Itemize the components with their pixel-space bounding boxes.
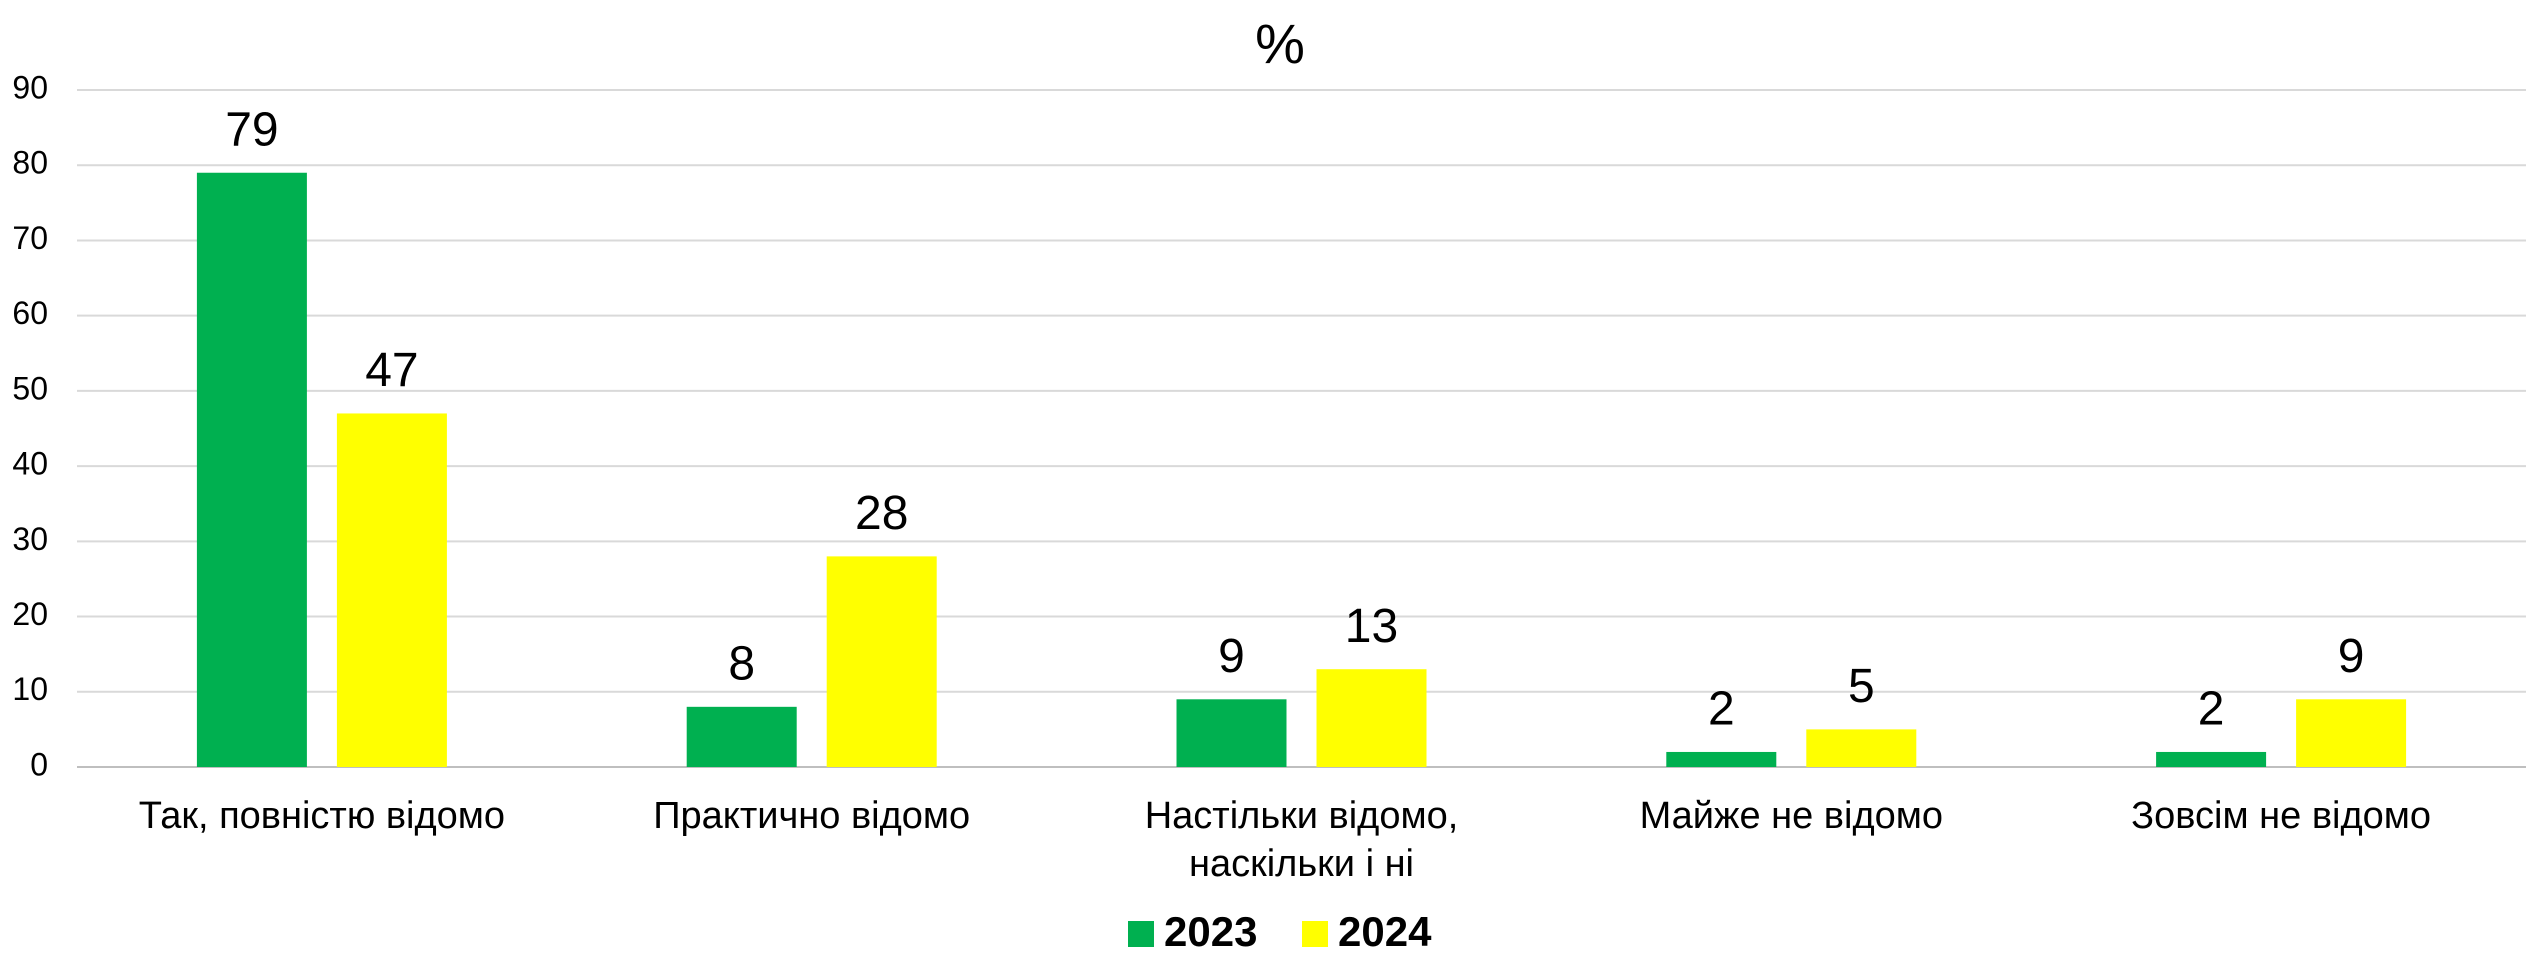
bar xyxy=(1806,729,1917,767)
x-tick-label: Майже не відомо xyxy=(1640,795,1943,837)
bar xyxy=(1666,751,1777,767)
x-tick-label: Так, повністю відомо xyxy=(139,795,505,837)
legend-swatch xyxy=(1302,921,1328,947)
bar xyxy=(826,556,937,767)
chart-title: % xyxy=(1255,12,1305,75)
data-label: 9 xyxy=(2338,630,2365,683)
bar xyxy=(196,172,307,767)
x-tick-label: Зовсім не відомо xyxy=(2131,795,2431,837)
data-label: 13 xyxy=(1345,600,1398,653)
data-label: 8 xyxy=(728,637,755,690)
y-tick-label: 50 xyxy=(12,370,48,406)
bar xyxy=(1316,669,1427,767)
data-label: 5 xyxy=(1848,660,1875,713)
data-label: 9 xyxy=(1218,630,1245,683)
bar xyxy=(686,706,797,767)
y-tick-label: 0 xyxy=(30,746,48,782)
bar xyxy=(336,413,447,767)
data-label: 28 xyxy=(855,487,908,540)
x-tick-label: Практично відомо xyxy=(653,795,970,837)
data-label: 2 xyxy=(2198,683,2225,736)
y-tick-label: 90 xyxy=(12,69,48,105)
data-label: 47 xyxy=(365,344,418,397)
y-tick-label: 20 xyxy=(12,596,48,632)
data-label: 2 xyxy=(1708,683,1735,736)
y-tick-label: 60 xyxy=(12,295,48,331)
y-tick-label: 10 xyxy=(12,671,48,707)
bar xyxy=(1176,699,1287,767)
bar xyxy=(2156,751,2267,767)
x-tick-label: Настільки відомо, наскільки і ні xyxy=(1145,795,1459,885)
bar xyxy=(2296,699,2407,767)
data-label: 79 xyxy=(225,103,278,156)
legend-label: 2023 xyxy=(1164,908,1257,954)
y-tick-label: 70 xyxy=(12,220,48,256)
y-tick-label: 80 xyxy=(12,145,48,181)
y-tick-label: 30 xyxy=(12,521,48,557)
legend-label: 2024 xyxy=(1338,908,1432,954)
y-tick-label: 40 xyxy=(12,446,48,482)
legend-swatch xyxy=(1128,921,1154,947)
